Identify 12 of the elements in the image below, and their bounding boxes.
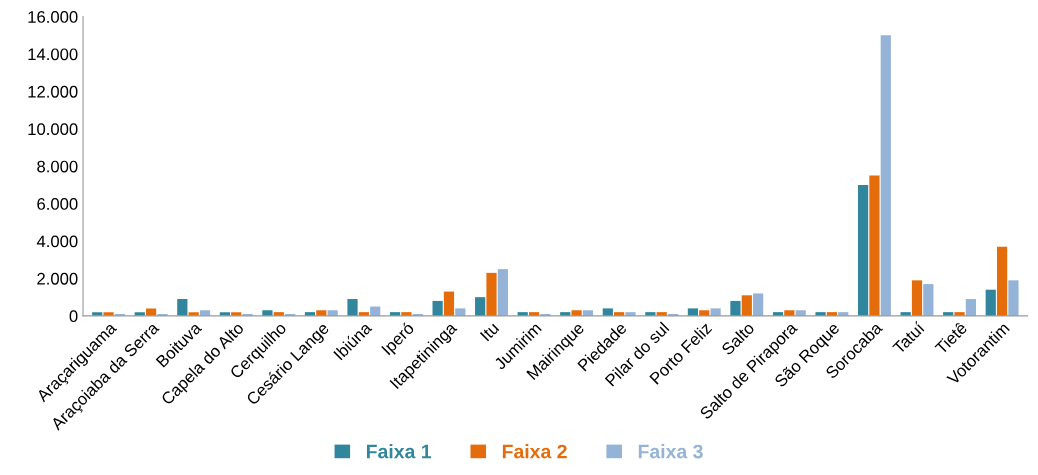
- legend-label: Faixa 3: [638, 444, 703, 459]
- y-tick-label: 2.000: [37, 272, 78, 285]
- y-tick-label: 0: [69, 310, 78, 323]
- y-tick-label: 14.000: [28, 48, 78, 61]
- y-tick-label: 12.000: [28, 85, 78, 98]
- y-tick-label: 4.000: [36, 235, 78, 248]
- legend-label: Faixa 2: [502, 444, 567, 459]
- y-tick-label: 16.000: [28, 11, 78, 23]
- y-tick-label: 6.000: [37, 198, 78, 210]
- y-tick-label: 8.000: [37, 160, 78, 173]
- y-tick-label: 10.000: [28, 123, 78, 136]
- legend-label: Faixa 1: [366, 444, 432, 459]
